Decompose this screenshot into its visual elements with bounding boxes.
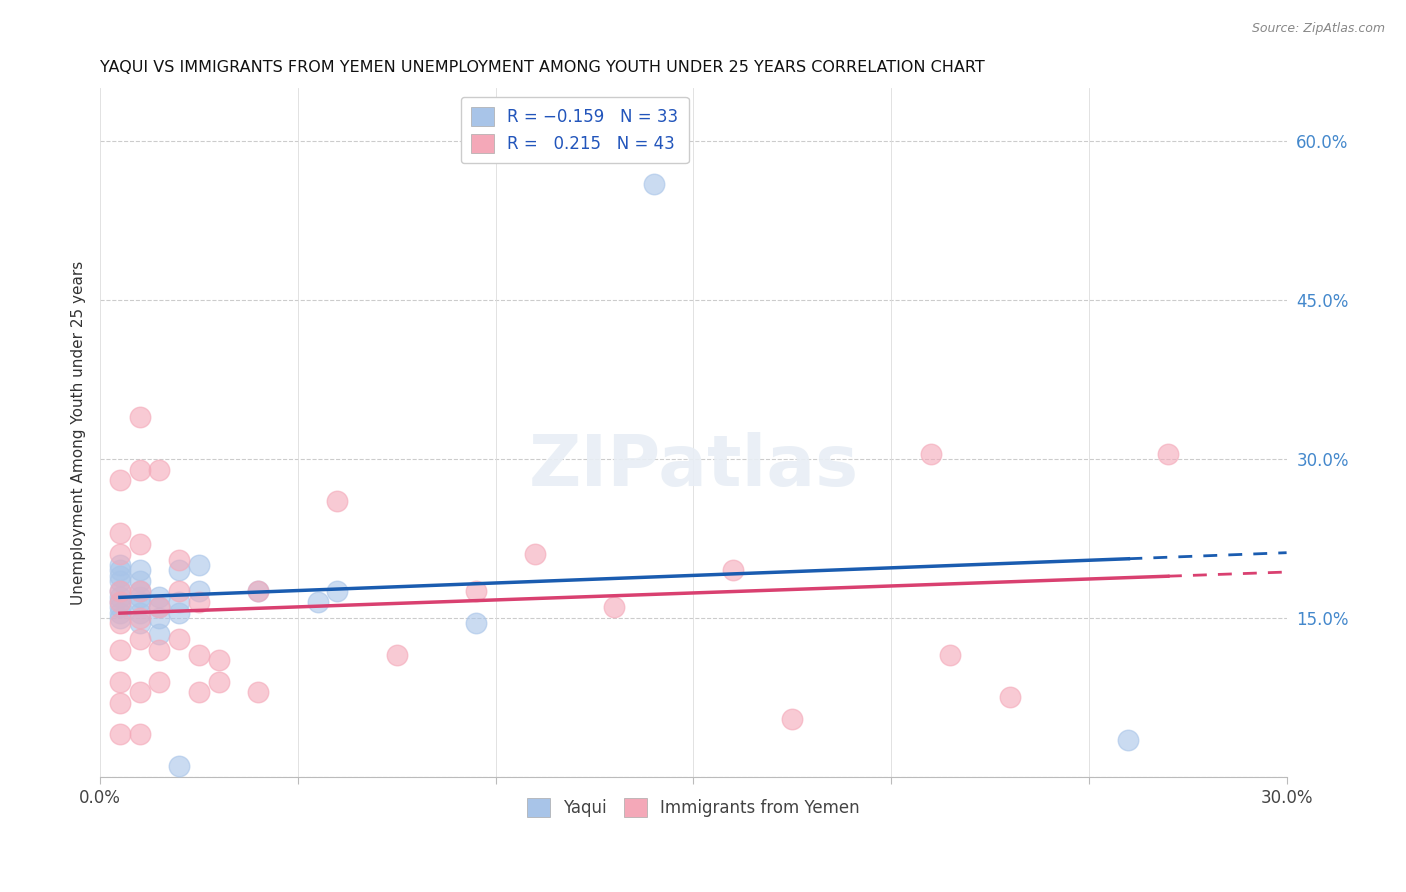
Text: ZIPatlas: ZIPatlas [529, 433, 859, 501]
Point [128, 463, 150, 477]
Point [307, 595, 329, 609]
Point [108, 584, 131, 599]
Point [247, 584, 270, 599]
Point [148, 674, 170, 689]
Point [524, 548, 547, 562]
Point [780, 712, 803, 726]
Point [108, 595, 131, 609]
Point [148, 590, 170, 604]
Point [108, 606, 131, 620]
Point [128, 611, 150, 625]
Point [128, 616, 150, 631]
Point [108, 590, 131, 604]
Point [128, 563, 150, 577]
Point [108, 642, 131, 657]
Point [247, 685, 270, 699]
Point [464, 584, 486, 599]
Point [128, 409, 150, 424]
Point [108, 696, 131, 710]
Point [108, 526, 131, 541]
Point [167, 595, 190, 609]
Point [148, 611, 170, 625]
Y-axis label: Unemployment Among Youth under 25 years: Unemployment Among Youth under 25 years [72, 260, 86, 605]
Point [128, 537, 150, 551]
Point [188, 558, 211, 572]
Point [128, 590, 150, 604]
Point [108, 611, 131, 625]
Point [188, 584, 211, 599]
Point [128, 595, 150, 609]
Point [128, 632, 150, 647]
Point [167, 584, 190, 599]
Point [108, 595, 131, 609]
Point [108, 584, 131, 599]
Point [148, 600, 170, 615]
Point [188, 648, 211, 662]
Point [148, 627, 170, 641]
Point [108, 674, 131, 689]
Text: Source: ZipAtlas.com: Source: ZipAtlas.com [1251, 22, 1385, 36]
Point [128, 574, 150, 588]
Point [108, 568, 131, 582]
Point [108, 563, 131, 577]
Point [603, 600, 626, 615]
Point [167, 632, 190, 647]
Point [108, 548, 131, 562]
Point [128, 727, 150, 741]
Point [643, 177, 665, 191]
Point [326, 584, 349, 599]
Point [721, 563, 744, 577]
Point [385, 648, 408, 662]
Point [167, 606, 190, 620]
Point [188, 685, 211, 699]
Point [108, 616, 131, 631]
Point [998, 690, 1021, 705]
Point [128, 584, 150, 599]
Point [167, 552, 190, 566]
Point [1157, 447, 1180, 461]
Text: YAQUI VS IMMIGRANTS FROM YEMEN UNEMPLOYMENT AMONG YOUTH UNDER 25 YEARS CORRELATI: YAQUI VS IMMIGRANTS FROM YEMEN UNEMPLOYM… [100, 60, 984, 75]
Point [326, 494, 349, 508]
Point [167, 759, 190, 773]
Point [128, 685, 150, 699]
Legend: Yaqui, Immigrants from Yemen: Yaqui, Immigrants from Yemen [520, 791, 866, 823]
Point [148, 463, 170, 477]
Point [1118, 732, 1140, 747]
Point [128, 584, 150, 599]
Point [108, 727, 131, 741]
Point [108, 473, 131, 487]
Point [108, 600, 131, 615]
Point [920, 447, 942, 461]
Point [108, 574, 131, 588]
Point [208, 674, 231, 689]
Point [148, 642, 170, 657]
Point [148, 600, 170, 615]
Point [108, 558, 131, 572]
Point [167, 563, 190, 577]
Point [939, 648, 962, 662]
Point [247, 584, 270, 599]
Point [208, 653, 231, 667]
Point [128, 606, 150, 620]
Point [188, 595, 211, 609]
Point [464, 616, 486, 631]
